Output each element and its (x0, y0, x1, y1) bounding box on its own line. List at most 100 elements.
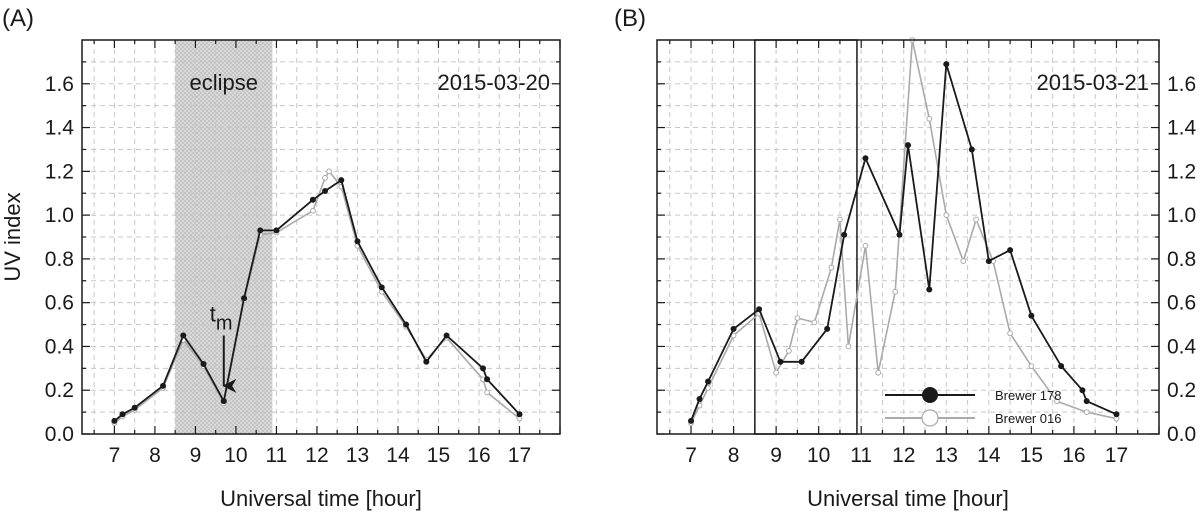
data-point (516, 411, 523, 418)
x-tick-label: 9 (770, 444, 782, 467)
data-point (1083, 398, 1090, 405)
data-point (200, 360, 207, 367)
data-point (180, 332, 187, 339)
data-point (798, 358, 805, 365)
panel-a: 7 8 9 10 11 12 13 14 15 16 17 0.0 0.2 0.4 0.6 0.8 1.0 1.2… (0, 5, 561, 511)
x-tick-label: 8 (728, 444, 740, 467)
y-tick-label: 0.4 (1167, 335, 1197, 358)
data-point (273, 227, 280, 234)
data-point (875, 369, 882, 376)
data-point (985, 258, 992, 265)
tm-label: tm (210, 302, 233, 335)
date-label: 2015-03-20 (437, 70, 550, 95)
data-point (111, 417, 118, 424)
legend-label: Brewer 016 (995, 411, 1061, 426)
y-tick-label: 1.6 (45, 73, 74, 96)
x-tick-label: 11 (850, 444, 872, 467)
x-tick-label: 16 (467, 444, 490, 467)
data-point (968, 146, 975, 153)
data-point (756, 306, 763, 313)
legend-marker (921, 409, 939, 427)
panel-label: (B) (614, 5, 646, 32)
data-point (1083, 409, 1090, 416)
x-tick-label: 13 (935, 444, 958, 467)
tm-label-subscript: m (216, 313, 233, 335)
x-axis-title: Universal time [hour] (807, 486, 1009, 511)
data-point (484, 376, 491, 383)
data-point (926, 286, 933, 293)
y-tick-label: 0.8 (1167, 248, 1196, 271)
y-tick-label: 1.4 (1167, 117, 1197, 140)
tm-label-main: t (210, 302, 216, 327)
data-point (220, 398, 227, 405)
data-point (160, 382, 167, 389)
legend-item: Brewer 016 (885, 409, 1061, 427)
data-point (862, 155, 869, 162)
data-point (309, 196, 316, 203)
data-point (973, 216, 979, 223)
data-point (443, 332, 450, 339)
y-tick-label: 1.0 (1167, 204, 1196, 227)
series-brewer-178 (688, 61, 1120, 424)
series-line (690, 39, 1117, 424)
data-point (403, 321, 410, 328)
data-point (480, 365, 487, 372)
legend: Brewer 178 Brewer 016 (885, 387, 1061, 427)
y-tick-label: 1.4 (45, 117, 75, 140)
x-tick-label: 10 (224, 444, 247, 467)
data-point (241, 295, 248, 302)
y-tick-label: 1.2 (1167, 160, 1196, 183)
data-point (773, 369, 780, 376)
x-tick-label: 13 (346, 444, 369, 467)
date-label: 2015-03-21 (1036, 70, 1149, 95)
data-point (794, 315, 801, 321)
y-tick-label: 0.6 (45, 292, 74, 315)
y-tick-label: 0.6 (1167, 292, 1196, 315)
x-axis-title: Universal time [hour] (220, 486, 422, 511)
data-point (777, 358, 784, 365)
x-tick-label: 11 (266, 444, 288, 467)
ticks (657, 40, 1160, 435)
data-point (1007, 247, 1014, 254)
y-tick-label: 0.2 (1167, 379, 1196, 402)
data-point (896, 231, 903, 238)
data-point (1058, 363, 1065, 370)
y-axis-title: UV index (0, 192, 25, 281)
series-line (690, 63, 1117, 422)
x-tick-label: 15 (427, 444, 450, 467)
data-point (785, 347, 792, 354)
data-point (824, 325, 831, 332)
x-tick-label: 7 (685, 444, 697, 467)
legend-item: Brewer 178 (885, 387, 1061, 403)
data-point (378, 284, 385, 291)
y-tick-label: 0.4 (45, 335, 75, 358)
data-point (943, 61, 950, 68)
data-point (837, 216, 843, 223)
panel-b: 7 8 9 10 11 12 13 14 15 16 17 0.0 0.2 0.4 0.6 0.8 1.0 1.2… (614, 5, 1197, 511)
data-point (811, 319, 818, 326)
data-point (338, 177, 345, 184)
x-tick-label: 8 (149, 444, 161, 467)
data-point (892, 288, 899, 295)
y-tick-label: 1.2 (45, 160, 74, 183)
x-tick-label: 17 (1105, 444, 1128, 467)
data-point (309, 207, 316, 214)
data-point (705, 378, 712, 385)
data-point (828, 264, 835, 271)
data-point (322, 188, 329, 195)
data-point (845, 343, 852, 350)
data-point (423, 358, 430, 365)
eclipse-label: eclipse (190, 70, 258, 95)
data-point (688, 417, 695, 424)
data-point (696, 395, 703, 402)
x-tick-label: 9 (190, 444, 202, 467)
x-tick-label: 14 (386, 444, 410, 467)
data-point (257, 227, 264, 234)
y-tick-label: 0.2 (45, 379, 74, 402)
data-point (943, 212, 950, 219)
legend-marker (922, 387, 938, 403)
data-point (1007, 330, 1014, 337)
x-tick-label: 15 (1020, 444, 1043, 467)
x-tick-label: 17 (508, 444, 531, 467)
